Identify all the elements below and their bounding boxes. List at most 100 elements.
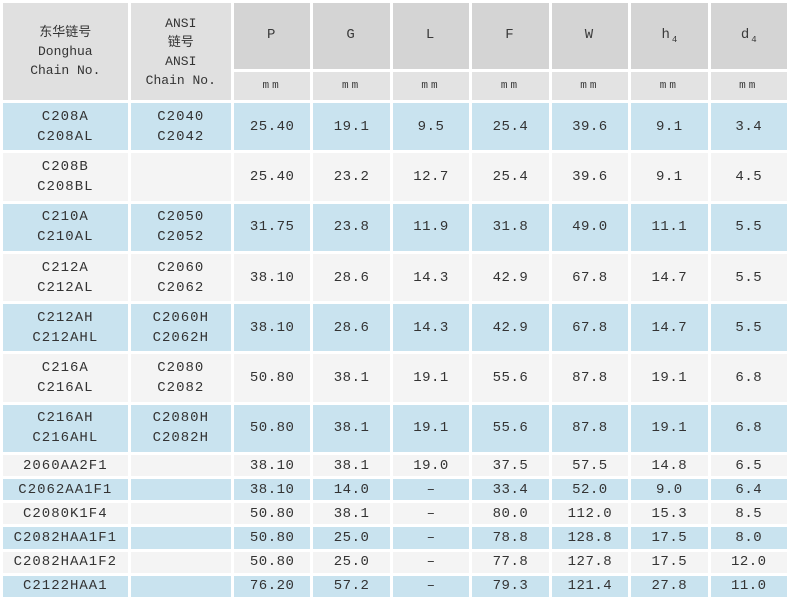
donghua-chain-no: C2080K1F4 (3, 503, 128, 525)
header-col-W: W (551, 3, 629, 69)
donghua-chain-no: C2122HAA1 (3, 575, 128, 597)
value-P: 50.80 (233, 404, 311, 453)
value-P: 50.80 (233, 354, 311, 402)
value-W: 112.0 (551, 503, 629, 525)
header-unit-row: mm mm mm mm mm mm mm (3, 72, 787, 100)
value-F: 42.9 (472, 253, 549, 302)
ansi-chain-no (130, 455, 231, 477)
value-L: – (392, 503, 470, 525)
value-d4: 6.8 (710, 354, 787, 402)
value-G: 28.6 (313, 253, 390, 302)
ansi-chain-no (130, 503, 231, 525)
donghua-chain-no: C2082HAA1F2 (3, 551, 128, 573)
donghua-chain-no: C212AH C212AHL (3, 304, 128, 352)
unit-mm: mm (233, 72, 311, 100)
value-F: 25.4 (472, 153, 549, 201)
col-symbol: L (425, 27, 435, 44)
table-row: C208B C208BL 25.40 23.2 12.7 25.4 39.6 9.1 4.5 (3, 153, 787, 201)
value-F: 78.8 (472, 527, 549, 549)
donghua-chain-no: 2060AA2F1 (3, 455, 128, 477)
value-W: 87.8 (551, 404, 629, 453)
header-symbol-row: 东华链号 Donghua Chain No. ANSI 链号 ANSI Chai… (3, 3, 787, 100)
donghua-chain-no: C2082HAA1F1 (3, 527, 128, 549)
value-W: 39.6 (551, 153, 629, 201)
value-G: 38.1 (313, 455, 390, 477)
value-h4: 17.5 (631, 551, 708, 573)
value-W: 49.0 (551, 203, 629, 251)
value-L: 11.9 (392, 203, 470, 251)
donghua-chain-no: C208A C208AL (3, 103, 128, 151)
value-h4: 14.8 (631, 455, 708, 477)
value-P: 38.10 (233, 479, 311, 501)
value-d4: 5.5 (710, 304, 787, 352)
donghua-chain-no: C216AH C216AHL (3, 404, 128, 453)
col-symbol: W (584, 27, 594, 44)
value-F: 77.8 (472, 551, 549, 573)
donghua-chain-no: C208B C208BL (3, 153, 128, 201)
col-subscript: 4 (671, 34, 678, 45)
table-row: C2080K1F4 50.80 38.1–80.0 112.0 15.3 8.5 (3, 503, 787, 525)
table-row: C210A C210AL C2050 C2052 31.75 23.8 11.9 31.8… (3, 203, 787, 251)
unit-mm: mm (551, 72, 629, 100)
header-col-F: F (472, 3, 549, 69)
value-h4: 15.3 (631, 503, 708, 525)
ansi-chain-no: C2080 C2082 (130, 354, 231, 402)
table-row: 2060AA2F1 38.10 38.1 19.0 37.5 57.5 14.8 6.5 (3, 455, 787, 477)
ansi-chain-no: C2060H C2062H (130, 304, 231, 352)
col-symbol: G (346, 27, 355, 44)
value-h4: 19.1 (631, 404, 708, 453)
value-d4: 8.5 (710, 503, 787, 525)
value-P: 50.80 (233, 551, 311, 573)
value-L: 12.7 (392, 153, 470, 201)
value-W: 128.8 (551, 527, 629, 549)
value-L: 9.5 (392, 103, 470, 151)
value-W: 67.8 (551, 253, 629, 302)
value-F: 79.3 (472, 575, 549, 597)
header-col-P: P (233, 3, 311, 69)
value-W: 87.8 (551, 354, 629, 402)
value-F: 55.6 (472, 354, 549, 402)
value-P: 38.10 (233, 304, 311, 352)
value-d4: 4.5 (710, 153, 787, 201)
value-L: 19.1 (392, 404, 470, 453)
value-P: 38.10 (233, 455, 311, 477)
ansi-chain-no (130, 551, 231, 573)
value-P: 31.75 (233, 203, 311, 251)
value-L: 14.3 (392, 304, 470, 352)
value-P: 25.40 (233, 103, 311, 151)
value-F: 37.5 (472, 455, 549, 477)
value-W: 52.0 (551, 479, 629, 501)
table-row: C212A C212AL C2060 C2062 38.10 28.6 14.3 42.9… (3, 253, 787, 302)
value-F: 80.0 (472, 503, 549, 525)
value-h4: 11.1 (631, 203, 708, 251)
donghua-chain-no: C2062AA1F1 (3, 479, 128, 501)
ansi-chain-no: C2060 C2062 (130, 253, 231, 302)
unit-mm: mm (710, 72, 787, 100)
value-P: 38.10 (233, 253, 311, 302)
table-body: C208A C208AL C2040 C2042 25.40 19.1 9.5 25.4 3… (3, 103, 787, 597)
ansi-chain-no (130, 153, 231, 201)
value-h4: 9.1 (631, 103, 708, 151)
value-h4: 9.1 (631, 153, 708, 201)
value-d4: 6.8 (710, 404, 787, 453)
value-L: 19.1 (392, 354, 470, 402)
value-d4: 5.5 (710, 253, 787, 302)
value-P: 50.80 (233, 503, 311, 525)
value-W: 57.5 (551, 455, 629, 477)
value-P: 50.80 (233, 527, 311, 549)
value-G: 19.1 (313, 103, 390, 151)
value-F: 33.4 (472, 479, 549, 501)
value-G: 14.0 (313, 479, 390, 501)
value-W: 121.4 (551, 575, 629, 597)
value-d4: 3.4 (710, 103, 787, 151)
unit-mm: mm (472, 72, 549, 100)
ansi-chain-no: C2080H C2082H (130, 404, 231, 453)
value-W: 67.8 (551, 304, 629, 352)
value-F: 31.8 (472, 203, 549, 251)
ansi-chain-no (130, 575, 231, 597)
value-d4: 5.5 (710, 203, 787, 251)
table-row: C2082HAA1F1 50.80 25.0–78.8 128.8 17.5 8.0 (3, 527, 787, 549)
